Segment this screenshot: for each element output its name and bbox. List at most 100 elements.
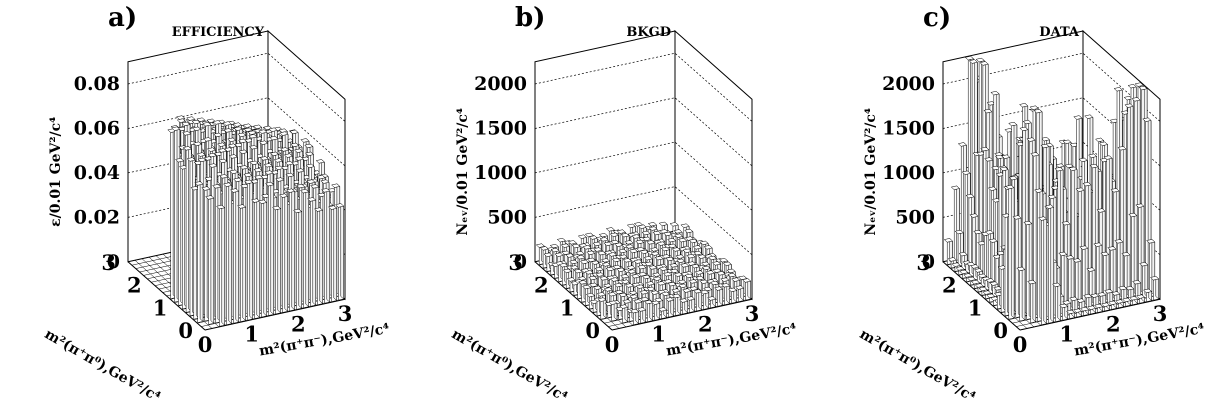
bar-top: [327, 205, 338, 210]
x-tick-label: 3: [338, 301, 353, 326]
bar-top: [181, 131, 192, 136]
bar-top: [193, 160, 203, 166]
bar-top: [196, 152, 206, 157]
bar-top: [258, 140, 269, 145]
z-tick-label: 1500: [882, 117, 935, 139]
lego-bar: [264, 181, 275, 316]
lego-bar: [299, 188, 310, 309]
x-axis-title: m²(π⁺π⁻),GeV²/c⁴: [258, 321, 391, 360]
lego-bar: [285, 188, 296, 312]
bar-top: [334, 203, 345, 208]
bar-top: [208, 163, 218, 168]
z-axis-title: ε/0.01 GeV²/c⁴: [48, 117, 64, 227]
bar-top: [243, 127, 253, 132]
bar-top: [218, 158, 228, 164]
bar-top: [217, 148, 227, 153]
bar-side: [1021, 266, 1026, 321]
bar-top: [285, 188, 296, 193]
bar-top: [296, 184, 306, 189]
bar-top: [261, 193, 271, 199]
bar-top: [192, 141, 203, 146]
x-axis-title: m²(π⁺π⁻),GeV²/c⁴: [665, 321, 798, 360]
z-gridline: [127, 52, 346, 122]
bar-top: [204, 176, 214, 181]
bar-top: [181, 121, 191, 127]
bar-top: [269, 136, 279, 141]
bar-top: [249, 160, 259, 165]
bar-top: [304, 151, 315, 156]
bar-side: [298, 208, 302, 309]
bar-top: [293, 148, 304, 153]
bar-side: [340, 202, 344, 300]
bar-top: [216, 142, 227, 147]
panel-letter: c): [923, 3, 951, 33]
z-gridline: [534, 97, 753, 167]
bar-top: [258, 129, 268, 134]
bar-top: [556, 237, 567, 243]
bar-top: [283, 153, 294, 158]
panel-letter: b): [515, 3, 545, 33]
bar-side: [305, 188, 309, 308]
bar-side: [1043, 216, 1047, 325]
lego-bar: [271, 205, 282, 315]
z-axis-title: Nₑᵥ/0.01 GeV²/c⁴: [863, 108, 879, 236]
x-tick-label: 2: [1106, 311, 1121, 336]
bar-side: [270, 181, 274, 315]
bar-top: [242, 123, 253, 128]
bar-top: [254, 175, 264, 180]
bar-top: [243, 179, 254, 185]
bar-top: [213, 151, 224, 157]
bar-side: [1050, 204, 1054, 323]
bar-top: [178, 165, 189, 170]
x-tick-label: 3: [1153, 301, 1168, 326]
x-tick-label: 2: [291, 311, 306, 336]
lego-bar: [327, 205, 338, 303]
bar-top: [320, 179, 330, 184]
lego-bar: [292, 208, 303, 310]
bar-top: [223, 147, 234, 152]
bar-top: [212, 184, 222, 189]
bar-side: [263, 199, 267, 317]
bar-top: [190, 186, 200, 191]
bar-top: [292, 208, 303, 214]
bar-side: [312, 196, 316, 306]
bar-top: [285, 172, 295, 178]
bar-top: [222, 182, 233, 187]
bar-top: [304, 143, 314, 149]
bar-top: [331, 183, 341, 188]
bar-top: [238, 149, 248, 154]
z-tick-label: 0.08: [74, 73, 120, 95]
bar-top: [317, 192, 327, 197]
bar-side: [333, 205, 337, 302]
bar-top: [253, 167, 263, 173]
panel-letter: a): [108, 3, 137, 33]
bar-top: [250, 198, 261, 203]
z-gridline: [534, 52, 753, 122]
bar-top: [192, 126, 202, 131]
y-tick-label: 1: [560, 295, 575, 320]
bar-top: [223, 128, 233, 133]
bar-top: [233, 126, 243, 131]
bar-top: [203, 156, 213, 161]
lego-bar: [229, 188, 240, 324]
z-tick-label: 0: [107, 251, 120, 273]
bar-top: [201, 186, 211, 191]
bar-top: [207, 153, 217, 158]
y-tick-label: 3: [508, 250, 523, 275]
lego-bar: [306, 196, 317, 307]
panel-title: BKGD: [626, 25, 671, 40]
panel-title: EFFICIENCY: [172, 25, 265, 40]
bar-top: [264, 170, 274, 175]
bar-top: [176, 115, 186, 120]
bar-top: [237, 132, 247, 137]
bar-top: [171, 126, 181, 131]
lego-bar: [243, 179, 254, 321]
bar-top: [275, 177, 285, 182]
z-tick-label: 1000: [882, 162, 935, 184]
bar-side: [319, 207, 323, 305]
panel-a-efficiency: 00.020.040.060.080 1 2 30123m²(π⁺π⁻),GeV²/c…: [42, 3, 391, 405]
bar-top: [227, 143, 238, 148]
bar-top: [299, 189, 310, 194]
